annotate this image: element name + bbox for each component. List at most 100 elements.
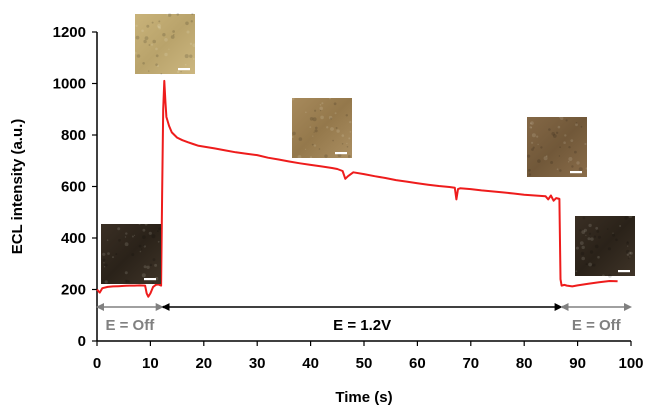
image-grain [346,142,348,145]
image-grain [190,20,193,23]
image-grain [142,228,146,232]
scale-bar [570,171,582,174]
y-axis-title: ECL intensity (a.u.) [9,119,26,255]
image-grain [578,167,583,172]
image-grain [602,274,605,278]
image-grain [136,54,141,58]
image-grain [298,137,303,141]
x-tick-label: 70 [462,355,479,372]
image-grain [172,30,176,33]
image-grain [575,246,579,250]
image-grain [575,270,578,273]
image-grain [131,235,134,238]
image-grain [627,245,629,247]
image-grain [155,63,158,66]
image-grain [157,230,159,233]
mid-film-image [290,96,352,159]
image-grain [585,234,587,236]
image-grain [309,126,312,128]
image-grain [551,132,555,136]
image-grain [537,159,541,163]
x-tick-label: 30 [249,355,266,372]
y-tick-label: 400 [61,230,86,247]
image-grain [548,128,551,131]
image-grain [160,73,163,75]
image-grain [102,258,106,262]
y-tick-label: 200 [61,282,86,299]
image-grain [146,265,150,269]
image-grain [529,126,532,129]
image-grain [328,115,333,120]
image-grain [107,252,110,256]
image-grain [135,24,138,27]
image-grain [594,244,599,249]
image-grain [557,125,561,129]
image-grain [627,257,630,260]
annotation-endpoint [561,305,564,309]
image-grain [558,116,561,119]
image-grain [584,142,587,146]
image-grain [166,13,169,16]
inset-image-bg [575,216,635,276]
image-grain [135,35,140,40]
image-grain [579,241,584,246]
image-grain [151,21,154,24]
image-grain [334,112,337,115]
image-grain [144,222,148,226]
image-grain [540,146,543,149]
image-grain [142,62,145,65]
image-grain [131,253,135,257]
image-grain [575,123,578,127]
image-grain [150,264,152,267]
image-grain [593,235,597,238]
image-grain [192,43,197,48]
image-grain [590,237,594,241]
image-grain [143,245,146,248]
image-grain [149,263,153,266]
image-grain [626,241,629,243]
image-grain [320,115,324,120]
image-grain [597,255,600,259]
x-tick-label: 0 [93,355,101,372]
image-grain [568,157,573,161]
image-grain [180,70,182,73]
image-grain [191,12,194,16]
image-grain [588,232,592,235]
image-grain [330,127,334,131]
image-grain [158,26,161,30]
series-layer [96,79,618,298]
image-grain [531,133,536,138]
image-grain [528,168,531,172]
image-grain [559,146,561,148]
image-grain [124,279,128,283]
image-grain [349,131,352,133]
inset-image-bg [135,14,195,74]
image-grain [313,131,315,133]
image-grain [143,244,146,247]
image-grain [176,13,180,16]
image-grain [184,63,187,66]
image-grain [291,136,294,138]
image-grain [319,106,324,111]
image-grain [530,121,534,125]
annotation-label: E = Off [105,317,155,334]
image-grain [543,156,548,161]
image-grain [560,116,564,120]
image-grain [186,30,190,34]
image-grain [146,24,150,28]
image-grain [151,282,155,285]
image-grain [332,139,334,142]
annotation-endpoint [162,305,165,309]
image-grain [587,237,591,241]
image-grain [612,232,614,234]
inset-image-bg [527,117,587,177]
image-grain [148,70,150,72]
x-tick-label: 100 [618,355,643,372]
tick-labels: 0 10 20 30 40 50 60 70 80 90 100020040060080010001… [53,24,644,372]
annotation-endpoint [96,305,100,309]
image-grain [349,120,352,124]
image-grain [162,33,166,37]
annotation-label: E = Off [572,317,622,334]
series-line-0 [96,79,618,298]
